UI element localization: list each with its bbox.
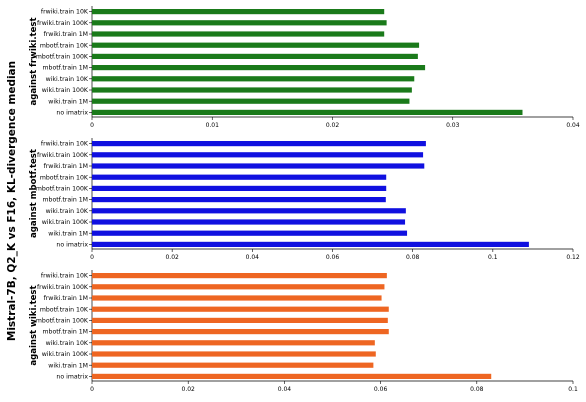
bar (92, 163, 425, 169)
category-label: mbotf.train 10K (40, 306, 89, 313)
x-tick-label: 0.1 (568, 386, 578, 393)
category-label: frwiki.train 100K (37, 284, 89, 291)
bar (92, 306, 389, 312)
bar (92, 317, 388, 323)
category-label: wiki.train 1M (48, 362, 88, 369)
bar (92, 20, 387, 26)
category-label: mbotf.train 100K (36, 186, 89, 193)
category-label: frwiki.train 10K (41, 9, 89, 16)
bar (92, 31, 385, 37)
x-tick-label: 0.04 (566, 122, 580, 129)
panel-label: against wiki.test (29, 285, 39, 365)
x-tick-label: 0.1 (488, 254, 498, 261)
x-tick-label: 0 (90, 122, 94, 129)
bar (92, 230, 408, 236)
category-label: wiki.train 10K (46, 76, 89, 83)
bar (92, 109, 523, 115)
bar (92, 329, 389, 335)
category-label: wiki.train 1M (48, 98, 88, 105)
x-tick-label: 0.02 (326, 122, 340, 129)
category-label: wiki.train 1M (48, 230, 88, 237)
bar (92, 219, 406, 225)
category-label: wiki.train 100K (42, 87, 89, 94)
bar (92, 351, 376, 357)
bar (92, 53, 418, 59)
category-label: no imatrix (56, 374, 88, 381)
category-label: frwiki.train 1M (44, 31, 88, 38)
x-tick-label: 0.12 (566, 254, 580, 261)
category-label: frwiki.train 100K (37, 20, 89, 27)
bar (92, 373, 492, 379)
category-label: mbotf.train 1M (42, 65, 88, 72)
category-label: mbotf.train 1M (42, 197, 88, 204)
category-label: mbotf.train 10K (40, 42, 89, 49)
x-tick-label: 0.02 (182, 386, 196, 393)
category-label: frwiki.train 10K (41, 141, 89, 148)
x-tick-label: 0.03 (446, 122, 460, 129)
bar (92, 241, 529, 247)
category-label: frwiki.train 100K (37, 152, 89, 159)
category-label: wiki.train 10K (46, 340, 89, 347)
x-tick-label: 0.06 (326, 254, 340, 261)
category-label: frwiki.train 1M (44, 163, 88, 170)
bar (92, 174, 387, 180)
category-label: mbotf.train 10K (40, 174, 89, 181)
category-label: no imatrix (56, 242, 88, 249)
bar (92, 208, 406, 214)
bar (92, 185, 387, 191)
x-tick-label: 0 (90, 254, 94, 261)
category-label: no imatrix (56, 110, 88, 117)
x-tick-label: 0.06 (374, 386, 388, 393)
category-label: wiki.train 100K (42, 219, 89, 226)
bar (92, 87, 412, 93)
category-label: mbotf.train 100K (36, 54, 89, 61)
category-label: frwiki.train 1M (44, 295, 88, 302)
bar (92, 295, 382, 301)
bar (92, 141, 426, 147)
x-tick-label: 0.04 (246, 254, 260, 261)
bar (92, 9, 385, 15)
panel-label: against mbotf.test (29, 149, 39, 238)
category-label: frwiki.train 10K (41, 273, 89, 280)
category-label: wiki.train 10K (46, 208, 89, 215)
category-label: mbotf.train 1M (42, 329, 88, 336)
bar (92, 362, 374, 368)
category-label: mbotf.train 100K (36, 318, 89, 325)
bar (92, 42, 420, 48)
x-tick-label: 0.01 (206, 122, 220, 129)
bar (92, 152, 424, 158)
x-tick-label: 0.08 (406, 254, 420, 261)
panel-label: against frwiki.test (29, 17, 39, 105)
x-tick-label: 0.08 (470, 386, 484, 393)
bar (92, 98, 410, 104)
bar (92, 65, 426, 71)
category-label: wiki.train 100K (42, 351, 89, 358)
bar (92, 284, 385, 290)
chart-title: Mistral-7B, Q2_K vs F16, KL-divergence m… (6, 61, 18, 341)
bar (92, 197, 386, 203)
bar (92, 76, 415, 82)
x-tick-label: 0 (90, 386, 94, 393)
x-tick-label: 0.02 (165, 254, 179, 261)
bar (92, 273, 387, 279)
x-tick-label: 0.04 (278, 386, 292, 393)
bar (92, 340, 375, 346)
